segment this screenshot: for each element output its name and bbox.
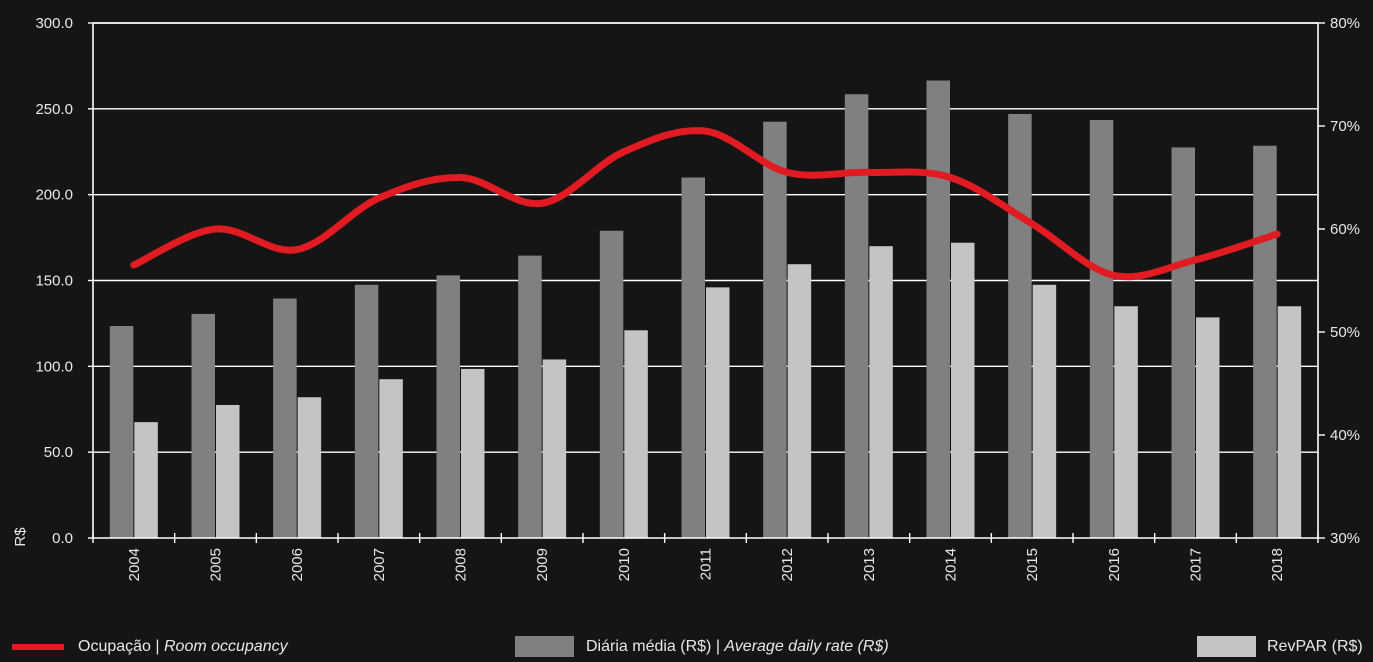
bar-revpar [706,287,730,538]
bar-revpar [543,359,567,538]
bar-adr [1253,146,1277,538]
y-left-axis-label: R$ [12,527,29,547]
y-left-tick-label: 200.0 [35,187,73,204]
x-tick-label: 2012 [779,548,796,581]
bar-revpar [461,369,485,538]
x-tick-label: 2007 [371,548,388,581]
legend-label-occupancy: Ocupação | Room occupancy [78,638,288,656]
bar-adr [1172,147,1196,538]
bar-revpar [298,397,322,538]
bar-adr [355,285,379,538]
legend-swatch-adr [515,636,574,657]
bar-revpar [1196,317,1220,538]
bar-revpar [1278,306,1302,538]
bar-adr [763,122,787,538]
bar-adr [600,231,624,538]
x-tick-label: 2014 [943,548,960,581]
y-right-tick-label: 50% [1330,324,1360,341]
legend-label-revpar: RevPAR (R$) [1267,638,1363,656]
y-left-tick-label: 250.0 [35,101,73,118]
bar-revpar [788,264,812,538]
y-left-tick-label: 100.0 [35,358,73,375]
x-tick-label: 2005 [208,548,225,581]
x-tick-label: 2004 [126,548,143,581]
bar-adr [845,94,869,538]
y-left-tick-label: 0.0 [52,530,73,547]
bar-adr [927,81,951,538]
bar-revpar [869,246,893,538]
y-left-tick-label: 150.0 [35,273,73,290]
bar-adr [518,256,542,538]
x-tick-label: 2015 [1024,548,1041,581]
y-right-tick-label: 30% [1330,530,1360,547]
bar-adr [437,275,461,538]
bar-adr [273,299,297,538]
bar-revpar [379,379,403,538]
bar-revpar [1114,306,1138,538]
y-right-tick-label: 80% [1330,15,1360,32]
legend-item-revpar: RevPAR (R$) [1197,636,1363,657]
x-tick-label: 2018 [1269,548,1286,581]
legend-swatch-occupancy [12,644,64,650]
x-tick-label: 2008 [453,548,470,581]
x-tick-label: 2009 [534,548,551,581]
bar-adr [682,178,706,539]
y-right-tick-label: 60% [1330,221,1360,238]
x-tick-label: 2013 [861,548,878,581]
legend-item-occupancy: Ocupação | Room occupancy [12,636,288,657]
legend-label-adr: Diária média (R$) | Average daily rate (… [586,638,889,656]
bar-revpar [134,422,158,538]
x-tick-label: 2006 [289,548,306,581]
x-tick-label: 2017 [1188,548,1205,581]
x-tick-label: 2011 [698,548,715,580]
bar-revpar [1033,285,1057,538]
bar-adr [1008,114,1032,538]
y-right-tick-label: 70% [1330,118,1360,135]
legend-item-adr: Diária média (R$) | Average daily rate (… [515,636,889,657]
bar-adr [1090,120,1114,538]
bar-revpar [624,330,648,538]
x-tick-label: 2010 [616,548,633,581]
x-tick-label: 2016 [1106,548,1123,581]
y-right-tick-label: 40% [1330,427,1360,444]
legend-swatch-revpar [1197,636,1256,657]
bar-adr [192,314,216,538]
bar-adr [110,326,134,538]
bar-revpar [951,243,975,538]
y-left-tick-label: 300.0 [35,15,73,32]
y-left-tick-label: 50.0 [44,444,73,461]
bar-revpar [216,405,240,538]
